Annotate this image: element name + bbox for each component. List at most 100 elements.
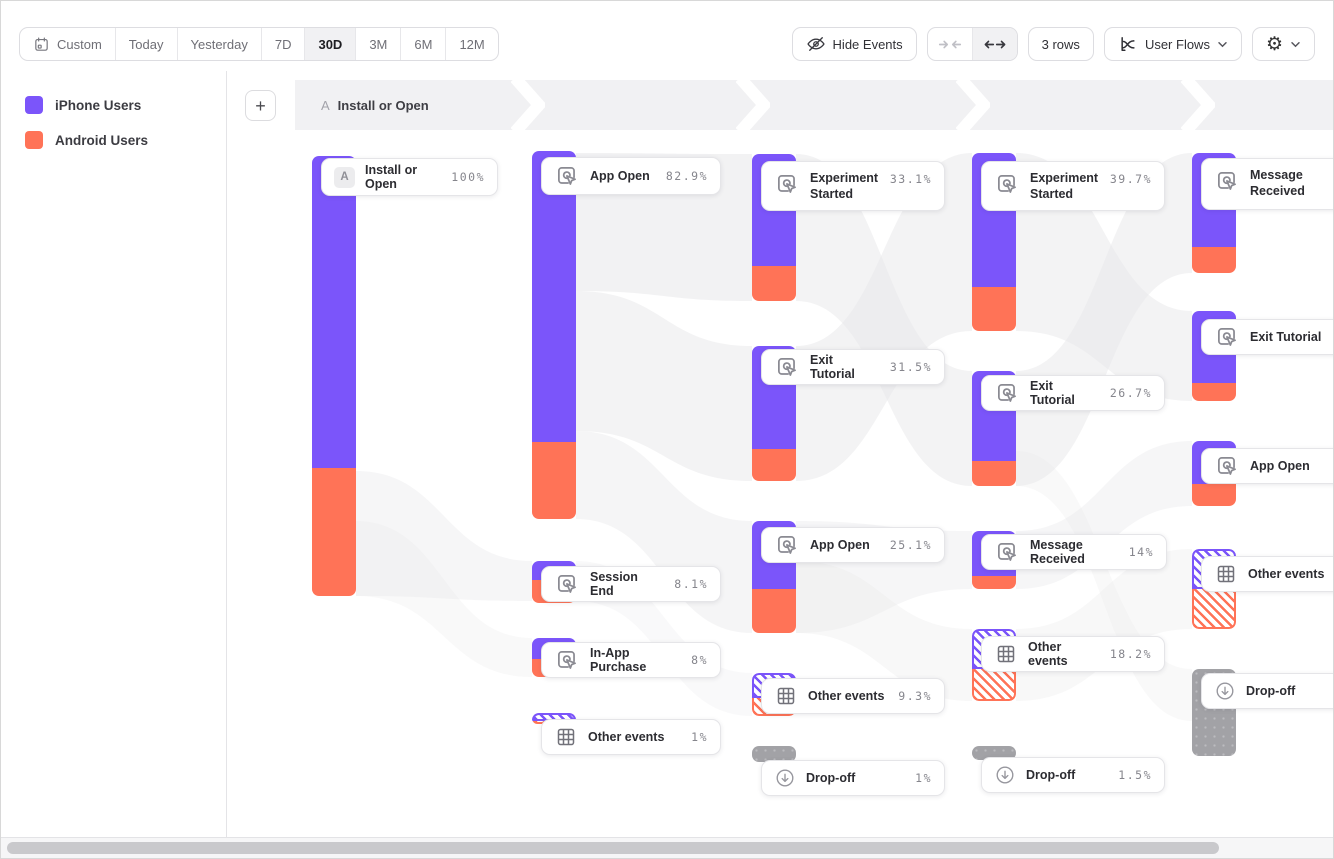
node-label: Other events	[1248, 567, 1325, 581]
other-events-grid-icon	[994, 642, 1018, 666]
node-value: 1.5%	[1118, 768, 1152, 782]
flow-node-other-events[interactable]: Other events 1%	[541, 719, 721, 755]
add-step-button[interactable]: +	[245, 90, 276, 121]
dropoff-arrow-icon	[994, 764, 1016, 786]
node-label: Other events	[588, 730, 665, 744]
view-selector-group: User Flows	[1103, 27, 1242, 61]
node-label: Drop-off	[1246, 684, 1296, 698]
event-click-icon	[554, 647, 580, 673]
node-value: 25.1%	[889, 538, 932, 552]
date-range-today[interactable]: Today	[116, 28, 178, 60]
flow-link	[796, 153, 972, 481]
node-value: 8.1%	[674, 577, 708, 591]
step-label: Install or Open	[337, 97, 429, 113]
event-click-icon	[774, 171, 800, 197]
hide-events-button[interactable]: Hide Events	[793, 28, 916, 60]
settings-dropdown[interactable]: ⚙	[1253, 28, 1314, 60]
step-breadcrumb: A Install or Open	[321, 80, 429, 130]
gear-icon: ⚙	[1265, 33, 1283, 55]
collapse-expand-group	[926, 27, 1018, 61]
horizontal-scrollbar[interactable]	[1, 837, 1333, 858]
dropoff-arrow-icon	[774, 767, 796, 789]
date-range-6m[interactable]: 6M	[401, 28, 447, 60]
event-click-icon	[1214, 324, 1240, 350]
flow-node-in-app-purchase[interactable]: In-App Purchase 8%	[541, 642, 721, 678]
eye-off-icon	[806, 34, 826, 54]
rows-count-button[interactable]: 3 rows	[1029, 28, 1093, 60]
flow-node-message-received[interactable]: Message Received 14%	[981, 534, 1167, 570]
flow-node-app-open[interactable]: App Open 82.9%	[541, 157, 721, 195]
date-range-7d[interactable]: 7D	[262, 28, 306, 60]
other-events-grid-icon	[554, 725, 578, 749]
flow-link	[356, 521, 532, 677]
flow-node-exit-tutorial[interactable]: Exit Tutorial	[1201, 319, 1333, 355]
flow-node-drop-off[interactable]: Drop-off 1.5%	[981, 757, 1165, 793]
legend-item-android-users[interactable]: Android Users	[25, 131, 226, 149]
rows-group: 3 rows	[1027, 27, 1094, 61]
event-click-icon	[994, 539, 1020, 565]
arrows-collapse-icon	[938, 37, 962, 52]
node-value: 82.9%	[665, 169, 708, 183]
flow-node-other-events[interactable]: Other events	[1201, 556, 1333, 592]
flow-node-experiment-started[interactable]: Experiment Started 39.7%	[981, 161, 1165, 211]
scrollbar-thumb[interactable]	[7, 842, 1219, 854]
node-value: 9.3%	[898, 689, 932, 703]
date-range-yesterday[interactable]: Yesterday	[178, 28, 262, 60]
event-click-icon	[994, 380, 1020, 406]
flow-steps-header: + A Install or Open	[227, 80, 1333, 130]
flow-node-app-open[interactable]: App Open 25.1%	[761, 527, 945, 563]
flow-node-drop-off[interactable]: Drop-off	[1201, 673, 1333, 709]
flow-bar-app-open[interactable]	[532, 151, 576, 519]
flow-link	[796, 561, 972, 701]
flow-bar-drop-off[interactable]	[752, 746, 796, 762]
node-value: 26.7%	[1109, 386, 1152, 400]
flow-node-install-or-open[interactable]: A Install or Open 100%	[321, 158, 498, 196]
event-click-icon	[774, 532, 800, 558]
other-events-grid-icon	[1214, 562, 1238, 586]
flow-node-other-events[interactable]: Other events 9.3%	[761, 678, 945, 714]
flow-bar-install-or-open[interactable]	[312, 156, 356, 596]
date-range-custom[interactable]: Custom	[20, 28, 116, 60]
flow-node-other-events[interactable]: Other events 18.2%	[981, 636, 1165, 672]
event-click-icon	[1214, 168, 1240, 194]
flow-node-drop-off[interactable]: Drop-off 1%	[761, 760, 945, 796]
chevron-down-icon	[1290, 41, 1301, 48]
node-value: 33.1%	[889, 172, 932, 186]
date-range-30d[interactable]: 30D	[305, 28, 357, 60]
event-click-icon	[994, 171, 1020, 197]
flow-node-session-end[interactable]: Session End 8.1%	[541, 566, 721, 602]
node-label: Drop-off	[806, 771, 856, 785]
flow-node-message-received[interactable]: Message Received	[1201, 158, 1333, 210]
date-range-12m[interactable]: 12M	[446, 28, 497, 60]
collapse-columns-button[interactable]	[928, 28, 973, 60]
node-label: In-App Purchase	[590, 646, 647, 674]
flow-node-exit-tutorial[interactable]: Exit Tutorial 31.5%	[761, 349, 945, 385]
flow-bar-drop-off[interactable]	[972, 746, 1016, 760]
event-click-icon	[774, 354, 800, 380]
node-value: 18.2%	[1109, 647, 1152, 661]
expand-columns-button[interactable]	[972, 28, 1017, 60]
node-value: 1%	[915, 771, 932, 785]
step-letter: A	[321, 97, 330, 113]
flow-node-experiment-started[interactable]: Experiment Started 33.1%	[761, 161, 945, 211]
view-selector-dropdown[interactable]: User Flows	[1105, 28, 1241, 60]
node-label: Exit Tutorial	[1030, 379, 1075, 407]
flow-node-app-open[interactable]: App Open	[1201, 448, 1333, 484]
node-label: Other events	[1028, 640, 1068, 668]
date-range-group: Custom Today Yesterday 7D 30D 3M 6M 12M	[19, 27, 499, 61]
hide-events-group: Hide Events	[791, 27, 917, 61]
chevron-separator-icon	[736, 80, 770, 130]
legend-item-iphone-users[interactable]: iPhone Users	[25, 96, 226, 114]
node-value: 39.7%	[1109, 172, 1152, 186]
calendar-icon	[33, 36, 50, 53]
date-range-3m[interactable]: 3M	[356, 28, 402, 60]
node-value: 8%	[691, 653, 708, 667]
other-events-grid-icon	[774, 684, 798, 708]
legend-sidebar: iPhone Users Android Users	[1, 71, 227, 837]
flow-node-exit-tutorial[interactable]: Exit Tutorial 26.7%	[981, 375, 1165, 411]
node-label: Exit Tutorial	[1250, 330, 1322, 344]
step-band[interactable]: A Install or Open	[295, 80, 1333, 130]
legend-label-iphone: iPhone Users	[55, 97, 142, 113]
node-label: Install or Open	[365, 163, 418, 191]
